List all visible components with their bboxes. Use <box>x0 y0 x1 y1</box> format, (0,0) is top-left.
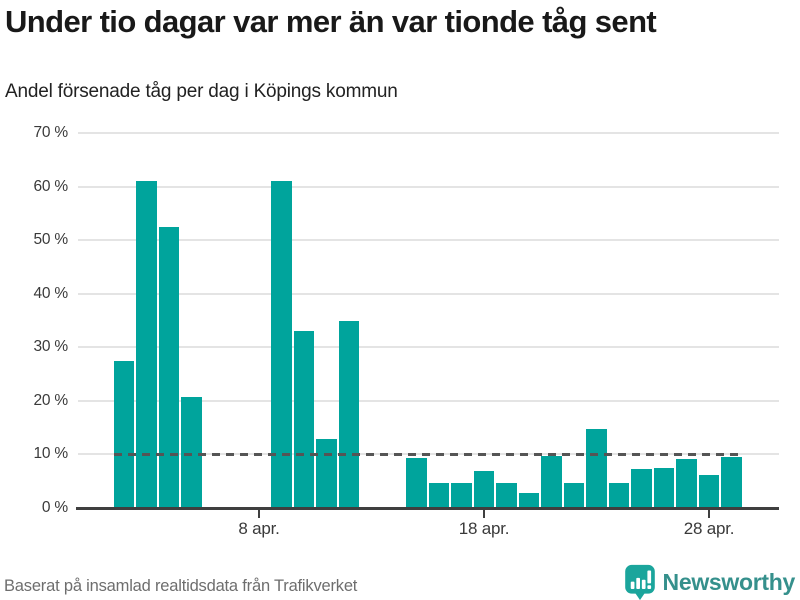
y-axis-tick-label: 70 % <box>33 124 68 141</box>
y-axis-tick-label: 50 % <box>33 231 68 249</box>
page-title: Under tio dagar var mer än var tionde tå… <box>5 4 657 39</box>
bar <box>428 483 450 508</box>
bar <box>293 331 315 508</box>
x-axis-line <box>76 506 779 510</box>
bar <box>676 458 697 508</box>
bar <box>158 226 180 508</box>
bar <box>541 456 562 508</box>
bar <box>406 458 427 508</box>
x-axis-tick-label: 18 apr. <box>458 519 510 538</box>
chart-subtitle: Andel försenade tåg per dag i Köpings ko… <box>5 81 398 102</box>
y-gridline <box>78 185 779 188</box>
bar <box>721 457 742 508</box>
y-axis-tick-label: 20 % <box>33 391 68 409</box>
reference-line-10pct <box>113 453 742 456</box>
y-axis-tick-label: 60 % <box>33 177 68 195</box>
newsworthy-wordmark: Newsworthy <box>662 569 796 595</box>
x-axis-tick <box>483 509 485 518</box>
x-axis-tick-label: 8 apr. <box>238 519 280 538</box>
bar <box>271 181 292 508</box>
y-gridline <box>78 292 779 295</box>
bar <box>653 467 675 508</box>
y-axis-tick-label: 40 % <box>33 284 68 302</box>
bar <box>608 482 630 508</box>
x-axis-tick-label: 28 apr. <box>683 519 735 538</box>
bar <box>136 181 157 508</box>
newsworthy-logo: Newsworthy <box>624 564 795 600</box>
bar <box>338 321 360 508</box>
bar <box>473 470 495 508</box>
newsworthy-bar-chart-pin-icon <box>624 564 655 600</box>
y-gridline <box>78 346 779 349</box>
x-axis-tick <box>258 509 260 518</box>
y-gridline <box>78 239 779 242</box>
y-axis-tick-label: 10 % <box>33 445 68 463</box>
bar <box>316 439 337 508</box>
bar <box>451 483 472 508</box>
y-axis-tick-label: 0 % <box>41 499 68 516</box>
bar <box>586 429 607 508</box>
bar <box>496 482 517 508</box>
bar <box>518 493 540 508</box>
y-gridline <box>78 132 779 134</box>
y-gridline <box>78 399 779 402</box>
bar <box>631 468 652 508</box>
source-note: Baserat på insamlad realtidsdata från Tr… <box>4 577 358 595</box>
bar <box>563 482 585 508</box>
bar <box>698 475 720 508</box>
x-axis-tick <box>708 509 710 518</box>
y-axis-tick-label: 30 % <box>33 338 68 356</box>
bar <box>113 360 135 508</box>
bar <box>181 397 202 508</box>
